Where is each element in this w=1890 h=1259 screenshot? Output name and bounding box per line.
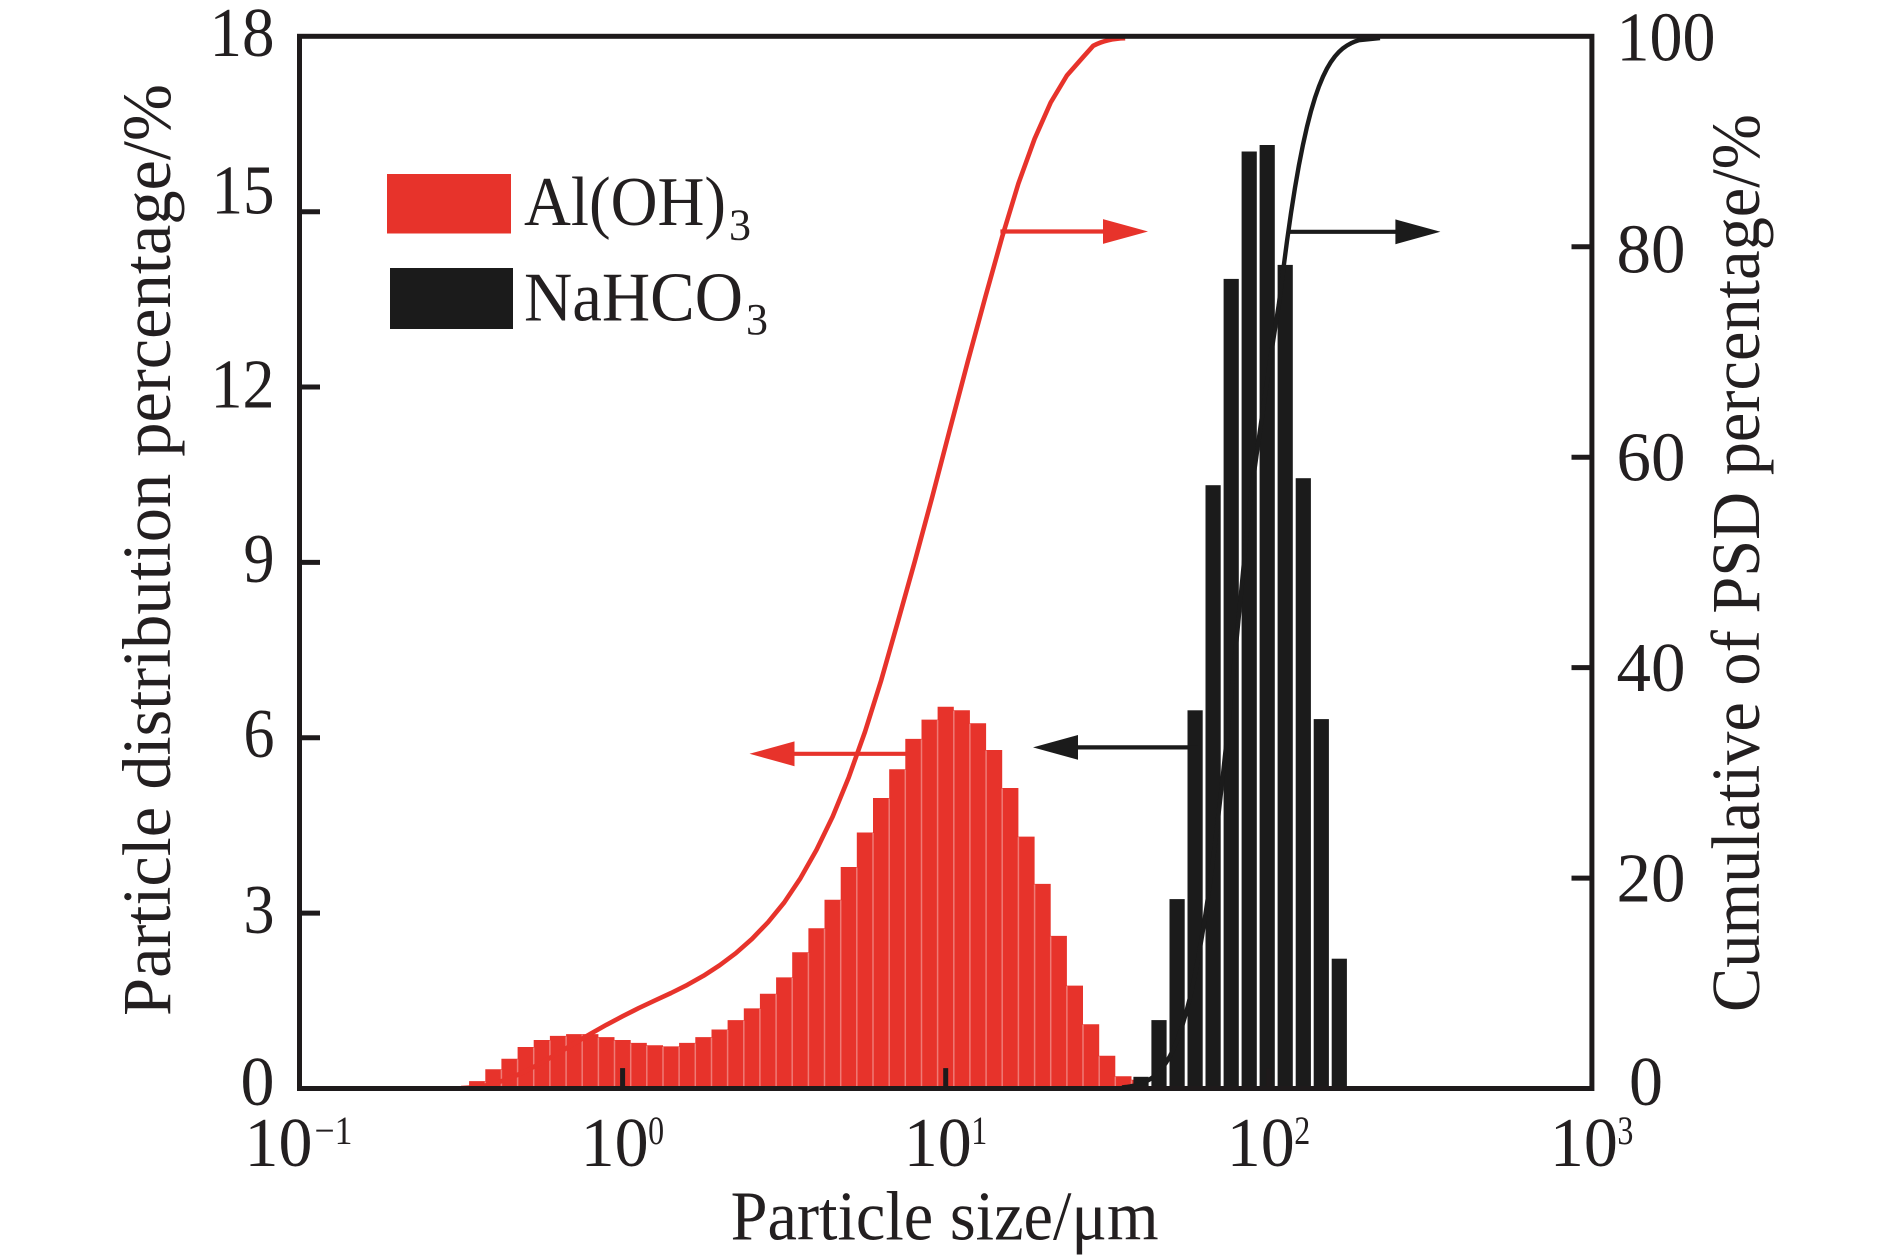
- svg-text:15: 15: [212, 153, 275, 230]
- svg-text:3: 3: [746, 295, 768, 344]
- svg-text:0: 0: [241, 1044, 275, 1121]
- svg-text:Al(OH): Al(OH): [524, 164, 726, 241]
- svg-text:Particle distribution percenta: Particle distribution percentage/%: [109, 84, 185, 1016]
- svg-text:10: 10: [1550, 1105, 1618, 1182]
- svg-text:Cumulative of PSD percentage/%: Cumulative of PSD percentage/%: [1698, 114, 1774, 1012]
- svg-text:Particle size/μm: Particle size/μm: [731, 1179, 1159, 1256]
- svg-text:0: 0: [1629, 1044, 1663, 1121]
- svg-text:10: 10: [581, 1105, 649, 1182]
- svg-text:9: 9: [244, 521, 275, 598]
- svg-text:−1: −1: [315, 1108, 353, 1153]
- svg-text:0: 0: [648, 1108, 664, 1153]
- svg-text:NaHCO: NaHCO: [524, 260, 743, 337]
- svg-text:1: 1: [971, 1108, 987, 1153]
- svg-text:2: 2: [1294, 1108, 1310, 1153]
- svg-text:3: 3: [729, 201, 751, 250]
- svg-text:3: 3: [244, 872, 275, 949]
- svg-text:10: 10: [1227, 1105, 1295, 1182]
- svg-text:60: 60: [1617, 420, 1686, 497]
- svg-text:20: 20: [1617, 841, 1686, 918]
- svg-text:18: 18: [210, 0, 275, 72]
- svg-text:6: 6: [244, 696, 275, 773]
- svg-text:80: 80: [1617, 211, 1686, 288]
- svg-text:3: 3: [1617, 1108, 1633, 1153]
- svg-text:40: 40: [1617, 630, 1686, 707]
- svg-text:12: 12: [211, 347, 275, 424]
- svg-text:100: 100: [1617, 0, 1716, 76]
- svg-text:10: 10: [904, 1105, 972, 1182]
- svg-text:10: 10: [245, 1105, 313, 1182]
